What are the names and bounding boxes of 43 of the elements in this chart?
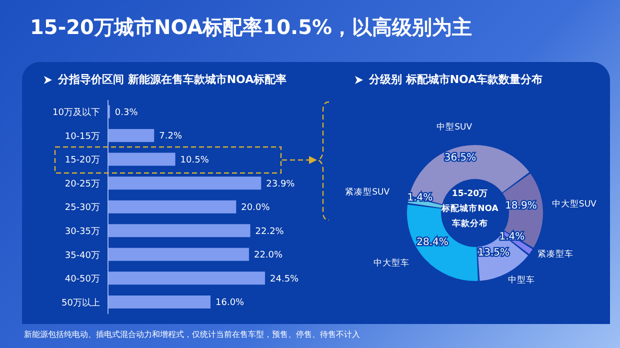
text: 车款分布 [451,218,489,231]
bar [108,129,154,142]
chart-title: 15-20万城市NOA标配率10.5%，以高级别为主 [30,14,472,41]
chart-title: 分级别 标配城市NOA车款数量分布 [368,72,543,87]
slice-label: 中大型车 [374,258,410,269]
data-label: 22.2% [255,226,284,237]
data-label: 28.4% [416,237,448,248]
bar [108,272,265,285]
y-tick-label: 35-40万 [64,250,100,261]
y-tick-label: 30-35万 [64,226,100,237]
data-label: 20.0% [241,203,270,214]
y-tick-label: 15-20万 [64,156,100,166]
data-label: 0.3% [114,108,138,118]
y-tick-label: 40-50万 [64,274,100,285]
slice-label: 紧凑型SUV [345,186,390,198]
data-label: 16.0% [216,298,245,308]
donut-slice [407,204,478,281]
slice-label: 中型车 [508,274,536,286]
slice-label: 紧凑型车 [537,248,574,260]
bar [108,176,262,190]
data-label: 23.9% [266,179,296,190]
bar [108,224,250,238]
bar [108,295,211,308]
data-label: 7.2% [159,132,182,142]
slice-label: 中型SUV [436,122,472,133]
data-label: 22.0% [254,250,284,261]
data-label: 24.5% [270,274,300,284]
y-tick-label: 25-30万 [64,203,100,214]
y-tick-label: 50万以上 [62,297,100,308]
bar [108,248,249,261]
text: 15-20万 [452,189,488,199]
y-tick-label: 20-25万 [64,179,100,190]
bar [108,200,236,214]
data-label: 36.5% [444,152,476,164]
chart-subtitle: 分指导价区间 新能源在售车款城市NOA标配率 [57,72,287,87]
y-tick-label: 10-15万 [64,132,100,142]
y-tick-label: 10万及以下 [52,107,100,118]
text: 标配城市NOA [442,204,498,214]
data-label: 13.5% [478,248,510,259]
text: 新能源包括纯电动、插电式混合动力和增程式，仅统计当前在售车型，预售、停售、待售不计入 [24,329,360,340]
bar [108,152,176,166]
slice-label: 中大型SUV [552,198,597,210]
data-label: 10.5% [180,155,210,166]
